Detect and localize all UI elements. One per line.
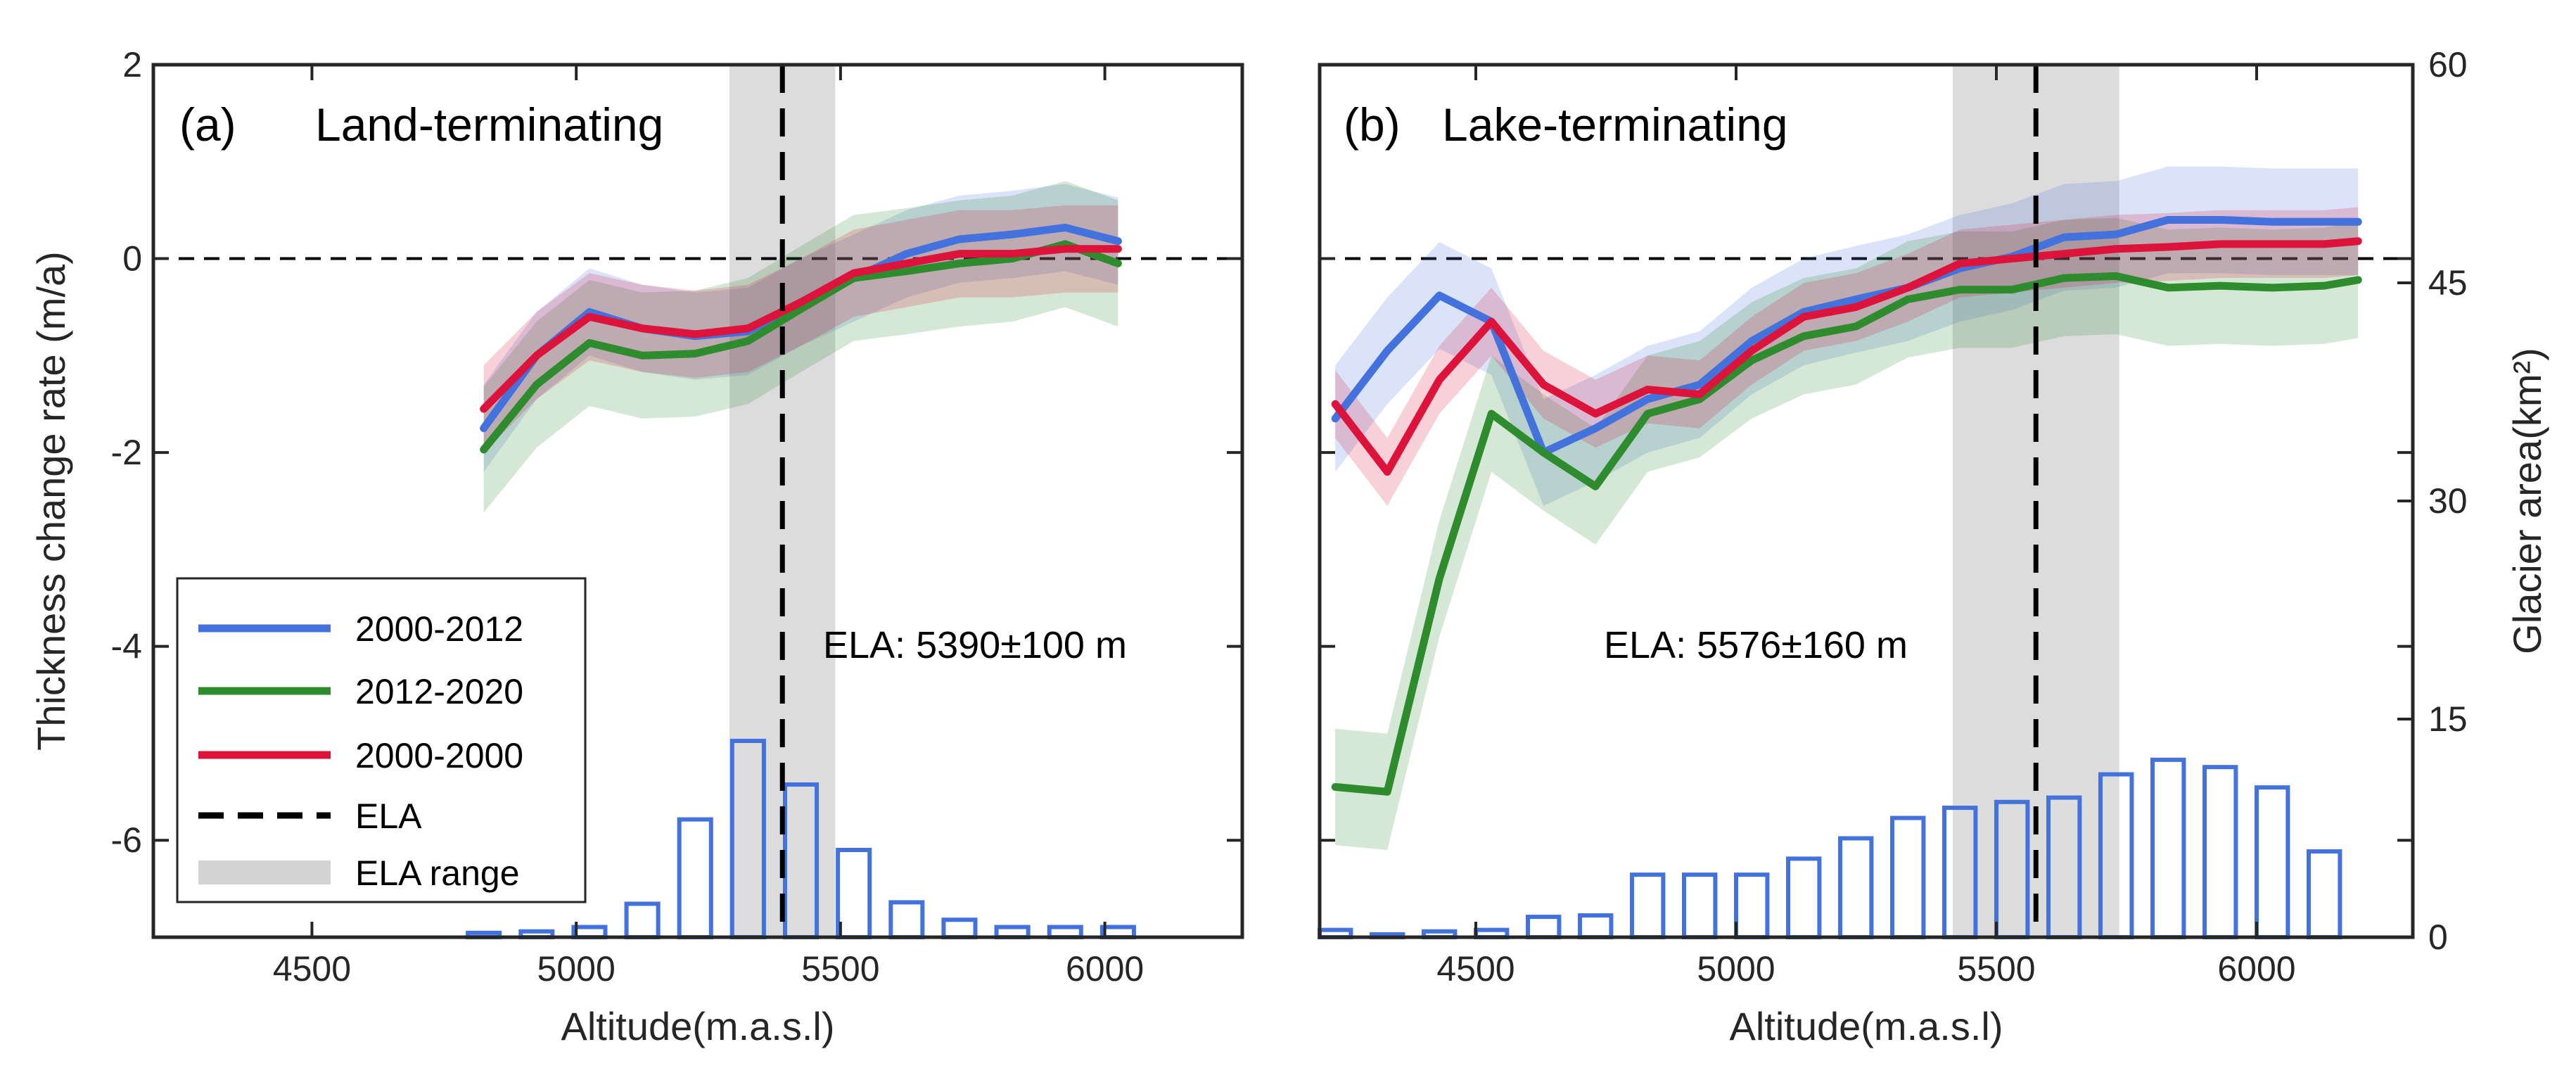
panel-a-x-tick-label: 4500: [273, 949, 351, 989]
panel-a-ticks: 4500 5000 5500 6000 2 0 -2 -4 -6: [111, 45, 1242, 989]
panel-a-area-bar: [624, 901, 661, 940]
panel-b-x-tick-label: 5000: [1697, 949, 1775, 989]
panel-a-y-axis-title: Thickness change rate (m/a): [29, 251, 73, 751]
panel-b-x-tick-label: 5500: [1957, 949, 2035, 989]
panel-b-area-bar: [2255, 785, 2290, 939]
panel-b-x-tick-label: 6000: [2217, 949, 2295, 989]
legend-label-2012-2020: 2012-2020: [355, 672, 523, 711]
panel-b-y2-axis-title: Glacier area(km²): [2505, 348, 2549, 654]
panel-b-x-axis-title: Altitude(m.a.s.l): [1730, 1004, 2003, 1048]
legend-label-2000-2012: 2000-2012: [355, 609, 523, 649]
panel-a-area-bar: [836, 848, 872, 939]
legend-label-ela-range: ELA range: [355, 853, 520, 893]
panel-b-area-bar: [1682, 872, 1718, 939]
panel-b-plot-area: [1318, 65, 2413, 940]
panel-b-ela-annotation: ELA: 5576±160 m: [1604, 624, 1908, 666]
panel-a: 4500 5000 5500 6000 2 0 -2 -4 -6 (a) Land-termin…: [29, 45, 1244, 1048]
panel-b-area-bar: [1890, 815, 1926, 939]
panel-b-area-bar: [1526, 915, 1562, 939]
panel-b: 4500 5000 5500 6000 60 45 30 15 0 (b) Lake-termi…: [1318, 45, 2549, 1048]
panel-a-x-tick-label: 6000: [1066, 949, 1144, 989]
panel-a-title: Land-terminating: [315, 99, 663, 151]
panel-b-area-bar: [1838, 836, 1874, 940]
panel-b-label: (b): [1344, 99, 1401, 151]
panel-a-ela-annotation: ELA: 5390±100 m: [823, 624, 1127, 666]
panel-b-area-bar: [1734, 872, 1770, 939]
panel-b-area-bar: [1630, 872, 1666, 939]
panel-a-label: (a): [179, 99, 236, 151]
panel-a-frame: [151, 63, 1244, 939]
panel-a-line-2012-2020: [480, 240, 1122, 454]
panel-a-y-tick-label: -4: [111, 627, 142, 666]
legend-label-ela: ELA: [355, 796, 422, 836]
panel-a-y-tick-label: -6: [111, 820, 142, 860]
panel-a-area-bar: [941, 918, 978, 939]
panel-b-band-2012-2020: [1335, 217, 2359, 850]
panel-b-area-bar: [2307, 849, 2342, 939]
panel-b-line-2000-2000: [1331, 237, 2362, 476]
panel-b-ticks: 4500 5000 5500 6000 60 45 30 15 0: [1320, 45, 2468, 989]
legend: 2000-2012 2012-2020 2000-2000 ELA ELA ra…: [176, 577, 587, 903]
panel-a-area-bar: [677, 817, 713, 939]
panel-b-y2-tick-label: 15: [2428, 699, 2468, 739]
panel-b-area-bar: [2202, 765, 2238, 939]
panel-a-y-tick-label: 2: [122, 45, 142, 84]
panel-a-y-tick-label: 0: [122, 239, 142, 279]
panel-b-y2-tick-label: 30: [2428, 481, 2468, 521]
panel-b-area-bar: [2150, 757, 2186, 940]
legend-label-2000-2000: 2000-2000: [355, 736, 523, 775]
panel-a-x-axis-title: Altitude(m.a.s.l): [561, 1004, 835, 1048]
legend-box: [176, 577, 587, 903]
panel-b-y2-tick-label: 0: [2428, 918, 2448, 957]
panel-b-area-bar: [1578, 913, 1614, 939]
panel-a-area-bar: [888, 900, 925, 940]
panel-a-x-tick-label: 5500: [801, 949, 879, 989]
panel-b-area-bar: [1786, 856, 1822, 940]
panel-b-y2-tick-label: 45: [2428, 263, 2468, 303]
panel-a-x-tick-label: 5000: [537, 949, 616, 989]
panel-b-line-2000-2012: [1331, 215, 2362, 457]
panel-b-y2-tick-label: 60: [2428, 45, 2468, 84]
panel-b-x-tick-label: 4500: [1436, 949, 1515, 989]
panel-a-plot-area: [153, 65, 1242, 940]
panel-a-line-2000-2000: [480, 245, 1122, 413]
panel-a-y-tick-label: -2: [111, 433, 142, 472]
panel-b-title: Lake-terminating: [1442, 99, 1788, 151]
panel-b-line-2012-2020: [1331, 272, 2362, 796]
